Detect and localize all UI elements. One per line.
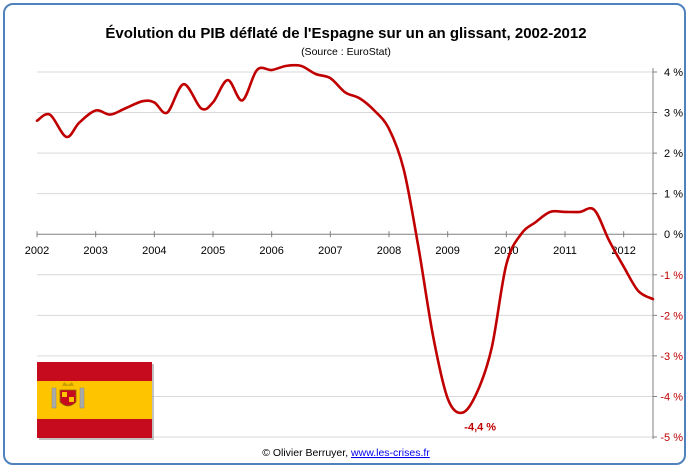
y-tick-label: -1 % — [660, 270, 683, 282]
chart-svg: Évolution du PIB déflaté de l'Espagne su… — [25, 25, 683, 459]
y-tick-label: 1 % — [664, 189, 683, 201]
y-tick-labels: 4 % 3 % 2 % 1 % 0 % -1 % -2 % -3 % -4 % -5 % — [660, 67, 683, 444]
y-tick-label: -2 % — [660, 310, 683, 322]
x-tick-label: 2003 — [83, 245, 107, 257]
series-line — [35, 63, 655, 415]
y-tick-label: -5 % — [660, 432, 683, 444]
x-tick-label: 2009 — [435, 245, 459, 257]
x-tick-label: 2007 — [318, 245, 342, 257]
x-tick-label: 2005 — [201, 245, 225, 257]
y-tick-label: 2 % — [664, 148, 683, 160]
chart-frame: Évolution du PIB déflaté de l'Espagne su… — [3, 3, 686, 465]
flag-stripe-top — [37, 362, 152, 381]
x-tick-label: 2004 — [142, 245, 166, 257]
chart-title: Évolution du PIB déflaté de l'Espagne su… — [105, 25, 586, 42]
spain-flag — [37, 362, 154, 440]
flag-stripe-bottom — [37, 419, 152, 438]
x-tick-label: 2002 — [25, 245, 49, 257]
chart-subtitle: (Source : EuroStat) — [301, 46, 391, 58]
y-tick-label: 0 % — [664, 229, 683, 241]
x-tick-label: 2010 — [494, 245, 518, 257]
footer-author: © Olivier Berruyer, — [262, 447, 351, 459]
flag-coat-of-arms-icon — [51, 382, 85, 409]
y-tick-label: -3 % — [660, 351, 683, 363]
y-tick-label: 4 % — [664, 67, 683, 79]
x-tick-label: 2006 — [259, 245, 283, 257]
x-tick-label: 2008 — [377, 245, 401, 257]
footer-credit: © Olivier Berruyer, www.les-crises.fr — [262, 447, 430, 459]
x-tick-labels: 2002 2003 2004 2005 2006 2007 2008 2009 2010 2011… — [25, 245, 636, 257]
y-tick-label: -4 % — [660, 391, 683, 403]
y-tick-label: 3 % — [664, 108, 683, 120]
footer-link[interactable]: www.les-crises.fr — [350, 447, 430, 459]
axes — [36, 68, 657, 439]
data-label-min: -4,4 % — [464, 422, 496, 434]
gridlines — [37, 71, 653, 438]
x-tick-label: 2011 — [553, 245, 577, 257]
